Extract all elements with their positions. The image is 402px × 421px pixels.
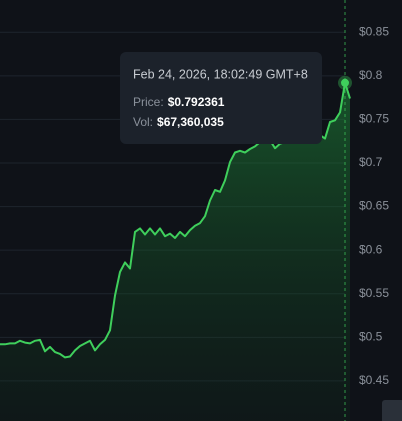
tooltip-box xyxy=(120,52,322,144)
y-tick-label: $0.75 xyxy=(359,112,389,126)
tooltip-price-label: Price: xyxy=(133,95,164,109)
corner-button[interactable] xyxy=(382,400,402,421)
y-tick-label: $0.5 xyxy=(359,329,383,343)
y-axis: $0.85 $0.8 $0.75 $0.7 $0.65 $0.6 $0.55 $0.5 $0.4… xyxy=(359,24,389,387)
tooltip: Feb 24, 2026, 18:02:49 GMT+8 Price: $0.79… xyxy=(120,52,322,144)
y-tick-label: $0.45 xyxy=(359,373,389,387)
tooltip-vol-label: Vol: xyxy=(133,115,153,129)
tooltip-price: Price: $0.792361 xyxy=(133,95,225,109)
hover-point xyxy=(341,78,349,87)
tooltip-vol-value: $67,360,035 xyxy=(157,115,224,129)
y-tick-label: $0.65 xyxy=(359,199,389,213)
tooltip-vol: Vol: $67,360,035 xyxy=(133,115,224,129)
y-tick-label: $0.8 xyxy=(359,68,383,82)
y-tick-label: $0.6 xyxy=(359,242,383,256)
y-tick-label: $0.7 xyxy=(359,155,383,169)
area xyxy=(0,82,350,421)
y-tick-label: $0.55 xyxy=(359,286,389,300)
tooltip-price-value: $0.792361 xyxy=(168,95,225,109)
y-tick-label: $0.85 xyxy=(359,24,389,38)
tooltip-date: Feb 24, 2026, 18:02:49 GMT+8 xyxy=(133,67,308,81)
